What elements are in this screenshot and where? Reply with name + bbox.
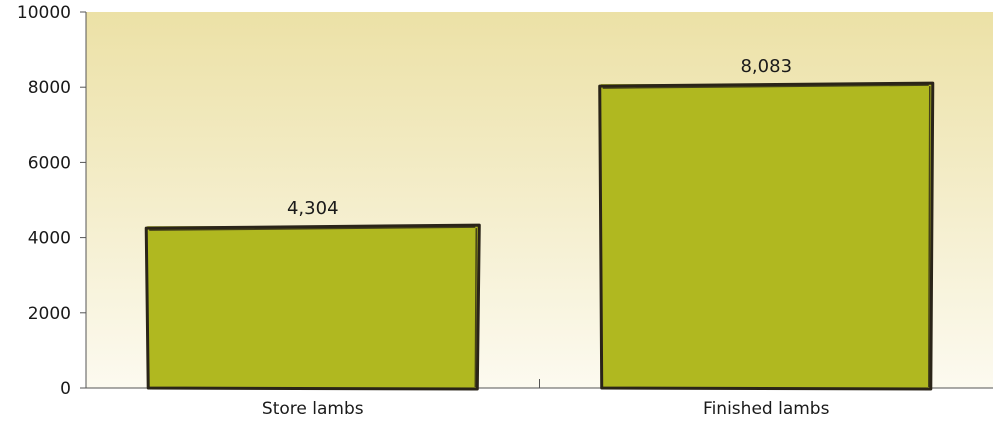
y-axis: 0 2000 4000 6000 8000 10000 [17, 3, 87, 399]
bar-outline-stroke [602, 84, 931, 388]
y-tick-label: 10000 [17, 3, 71, 23]
y-tick-label: 8000 [28, 78, 71, 98]
bars: 4,304 8,083 [144, 56, 935, 391]
y-tick-label: 0 [60, 379, 71, 399]
x-tick-label: Store lambs [262, 399, 364, 419]
bar [600, 84, 932, 389]
data-label: 8,083 [740, 56, 792, 77]
bar-outline-stroke [149, 226, 478, 388]
bar-outline [144, 223, 481, 391]
x-tick-label: Finished lambs [703, 399, 830, 419]
data-label: 4,304 [287, 198, 339, 219]
y-tick-label: 4000 [28, 229, 71, 249]
y-tick-label: 6000 [28, 153, 71, 173]
bar-outline [598, 81, 935, 391]
y-tick-label: 2000 [28, 304, 71, 324]
bar [147, 226, 479, 388]
